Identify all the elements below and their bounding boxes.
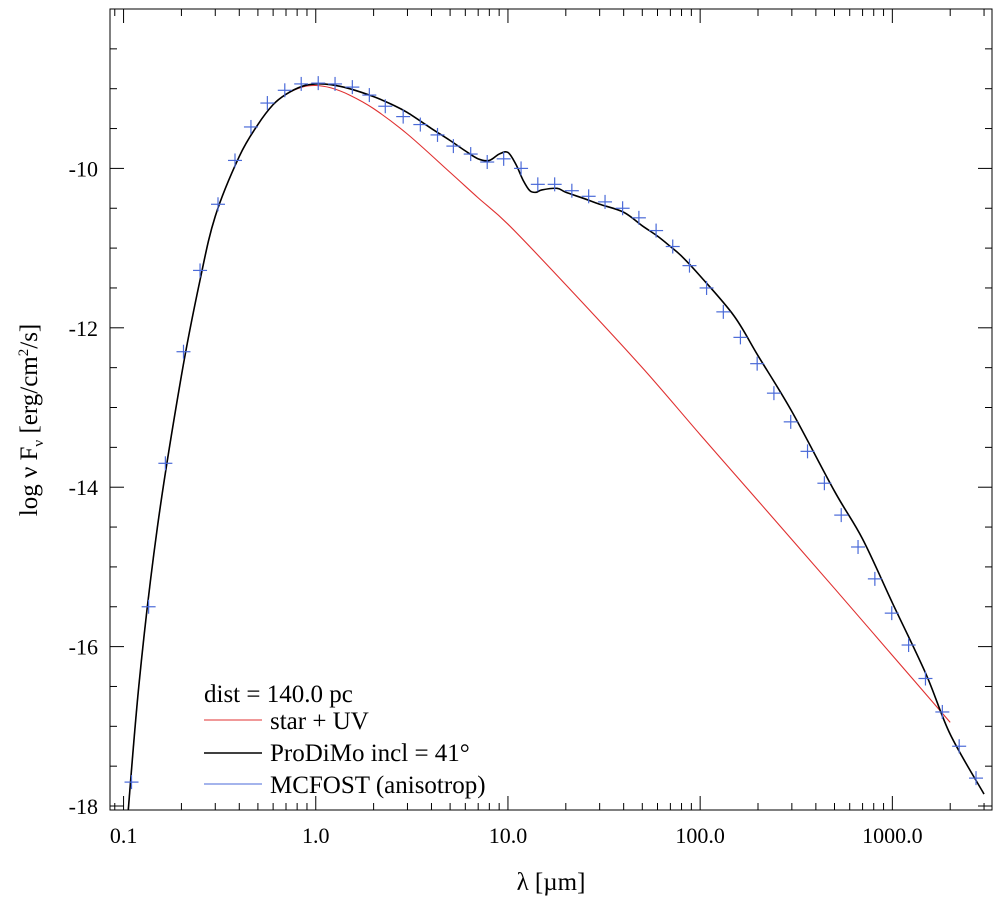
mcfost-point <box>141 599 156 614</box>
mcfost-point <box>867 571 882 586</box>
mcfost-point <box>124 775 139 790</box>
x-tick-label: 100.0 <box>675 823 725 848</box>
mcfost-point <box>581 189 596 204</box>
x-tick-label: 10.0 <box>489 823 528 848</box>
mcfost-point <box>345 80 360 95</box>
mcfost-point <box>211 197 226 212</box>
mcfost-point <box>430 127 445 142</box>
mcfost-point <box>817 476 832 491</box>
mcfost-point <box>800 444 815 459</box>
mcfost-point <box>649 223 664 238</box>
mcfost-point <box>631 210 646 225</box>
legend-label-mcfost: MCFOST (anisotrop) <box>270 772 486 799</box>
mcfost-point <box>682 258 697 273</box>
mcfost-point <box>834 508 849 523</box>
mcfost-point <box>750 356 765 371</box>
series-line-star-uv <box>127 84 951 810</box>
mcfost-point <box>514 161 529 176</box>
mcfost-point <box>935 704 950 719</box>
x-tick-label: 1000.0 <box>862 823 923 848</box>
mcfost-point <box>328 76 343 91</box>
legend-label-star-uv: star + UV <box>270 708 369 735</box>
x-tick-label: 0.1 <box>110 823 138 848</box>
mcfost-point <box>969 771 984 786</box>
mcfost-point <box>598 194 613 209</box>
y-axis-title: log ν Fν [erg/cm2/s] <box>16 324 47 517</box>
mcfost-point <box>952 739 967 754</box>
mcfost-point <box>918 671 933 686</box>
y-tick-label: -16 <box>69 635 98 660</box>
plot-frame <box>109 8 993 811</box>
x-axis-title: λ [µm] <box>517 869 586 896</box>
mcfost-point <box>277 83 292 98</box>
mcfost-point <box>480 155 495 170</box>
legend-label-prodimo: ProDiMo incl = 41° <box>270 740 470 767</box>
mcfost-point <box>243 119 258 134</box>
mcfost-point <box>396 109 411 124</box>
mcfost-point <box>716 304 731 319</box>
mcfost-point <box>851 539 866 554</box>
mcfost-point <box>158 456 173 471</box>
mcfost-point <box>547 177 562 192</box>
y-tick-label: -14 <box>69 475 98 500</box>
mcfost-point <box>733 330 748 345</box>
mcfost-point <box>615 201 630 216</box>
series-line-prodimo-incl-41 <box>127 83 985 810</box>
mcfost-point <box>193 263 208 278</box>
mcfost-point <box>665 239 680 254</box>
mcfost-point <box>294 76 309 91</box>
mcfost-point <box>901 638 916 653</box>
mcfost-point <box>362 88 377 103</box>
mcfost-point <box>413 117 428 132</box>
y-tick-label: -10 <box>69 156 98 181</box>
mcfost-point <box>260 96 275 111</box>
mcfost-point <box>463 147 478 162</box>
distance-annotation: dist = 140.0 pc <box>204 681 353 708</box>
mcfost-point <box>496 151 511 166</box>
mcfost-point <box>884 606 899 621</box>
mcfost-point <box>227 153 242 168</box>
mcfost-point <box>176 344 191 359</box>
mcfost-point <box>766 386 781 401</box>
mcfost-point <box>378 99 393 114</box>
legend: dist = 140.0 pc star + UV ProDiMo incl =… <box>204 681 486 799</box>
mcfost-point <box>311 76 326 91</box>
y-tick-label: -18 <box>69 794 98 819</box>
mcfost-point <box>530 177 545 192</box>
mcfost-point <box>783 414 798 429</box>
mcfost-point <box>446 139 461 154</box>
x-tick-label: 1.0 <box>302 823 330 848</box>
y-tick-label: -12 <box>69 316 98 341</box>
mcfost-point <box>564 183 579 198</box>
mcfost-point <box>699 280 714 295</box>
